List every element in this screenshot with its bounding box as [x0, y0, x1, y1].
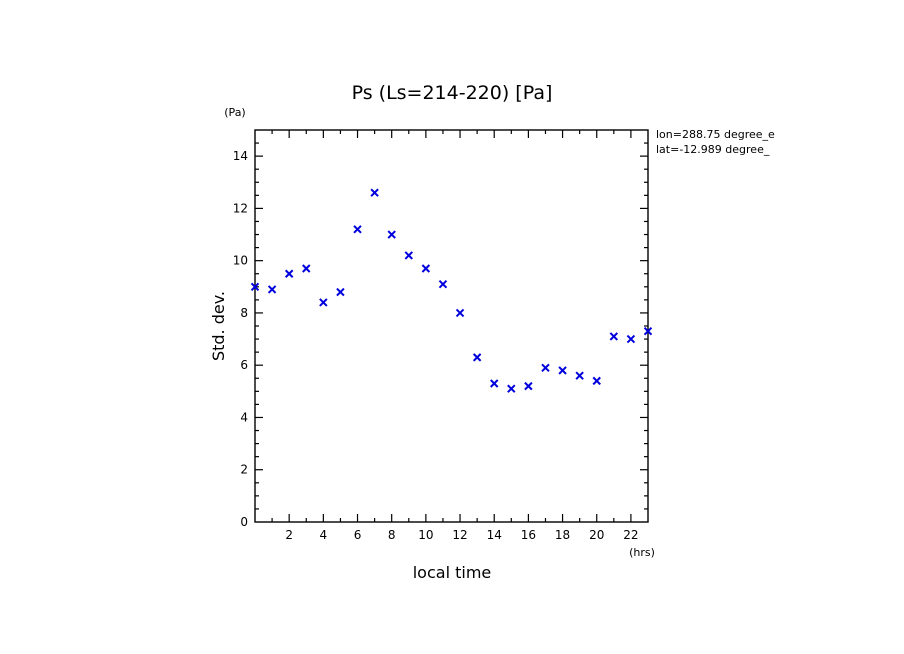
data-point	[336, 287, 345, 297]
data-point	[250, 282, 260, 292]
data-point	[524, 381, 533, 391]
data-point	[421, 264, 431, 273]
x-tick-label: 6	[354, 528, 362, 542]
y-tick-label: 6	[240, 358, 248, 372]
data-point	[558, 366, 567, 375]
annotation-lat: lat=-12.989 degree_	[656, 143, 770, 156]
y-tick-label: 0	[240, 515, 248, 529]
data-point	[302, 264, 311, 273]
x-axis-title: local time	[413, 563, 492, 582]
data-markers	[250, 188, 653, 393]
data-point	[507, 384, 516, 393]
data-point	[609, 332, 619, 341]
x-tick-label: 20	[589, 528, 604, 542]
y-tick-label: 14	[233, 149, 248, 163]
x-axis-unit: (hrs)	[629, 546, 655, 559]
data-point	[541, 363, 550, 373]
data-point	[626, 334, 636, 344]
data-point	[387, 230, 396, 239]
x-tick-label: 16	[521, 528, 536, 542]
data-point	[455, 308, 465, 318]
y-tick-label: 10	[233, 254, 248, 268]
y-axis-title: Std. dev.	[209, 291, 228, 361]
x-tick-label: 4	[320, 528, 328, 542]
data-point	[319, 298, 328, 307]
y-tick-label: 8	[240, 306, 248, 320]
x-tick-label: 22	[623, 528, 638, 542]
x-tick-label: 14	[487, 528, 502, 542]
data-point	[472, 353, 482, 362]
y-tick-label: 12	[233, 201, 248, 215]
x-tick-label: 18	[555, 528, 570, 542]
data-point	[438, 279, 448, 289]
x-tick-label: 8	[388, 528, 396, 542]
tick-labels: 2 4 6 8 10 12 14 16 18 20 22 0 2 4 6 8 10 12 14	[233, 149, 639, 542]
chart-title: Ps (Ls=214-220) [Pa]	[352, 82, 553, 104]
y-axis-unit: (Pa)	[224, 106, 245, 119]
y-tick-label: 4	[240, 410, 248, 424]
y-tick-label: 2	[240, 463, 248, 477]
annotation-lon: lon=288.75 degree_e	[656, 128, 775, 141]
data-point	[592, 376, 601, 386]
x-tick-label: 12	[452, 528, 467, 542]
data-point	[643, 327, 653, 336]
data-point	[353, 225, 362, 234]
data-point	[370, 188, 379, 197]
data-point	[284, 269, 294, 278]
plot-frame	[254, 129, 649, 523]
data-point	[267, 285, 277, 294]
data-point	[490, 379, 499, 388]
axis-ticks	[255, 130, 648, 522]
data-point	[575, 371, 584, 380]
data-point	[404, 251, 413, 260]
x-tick-label: 10	[418, 528, 433, 542]
x-tick-label: 2	[285, 528, 293, 542]
